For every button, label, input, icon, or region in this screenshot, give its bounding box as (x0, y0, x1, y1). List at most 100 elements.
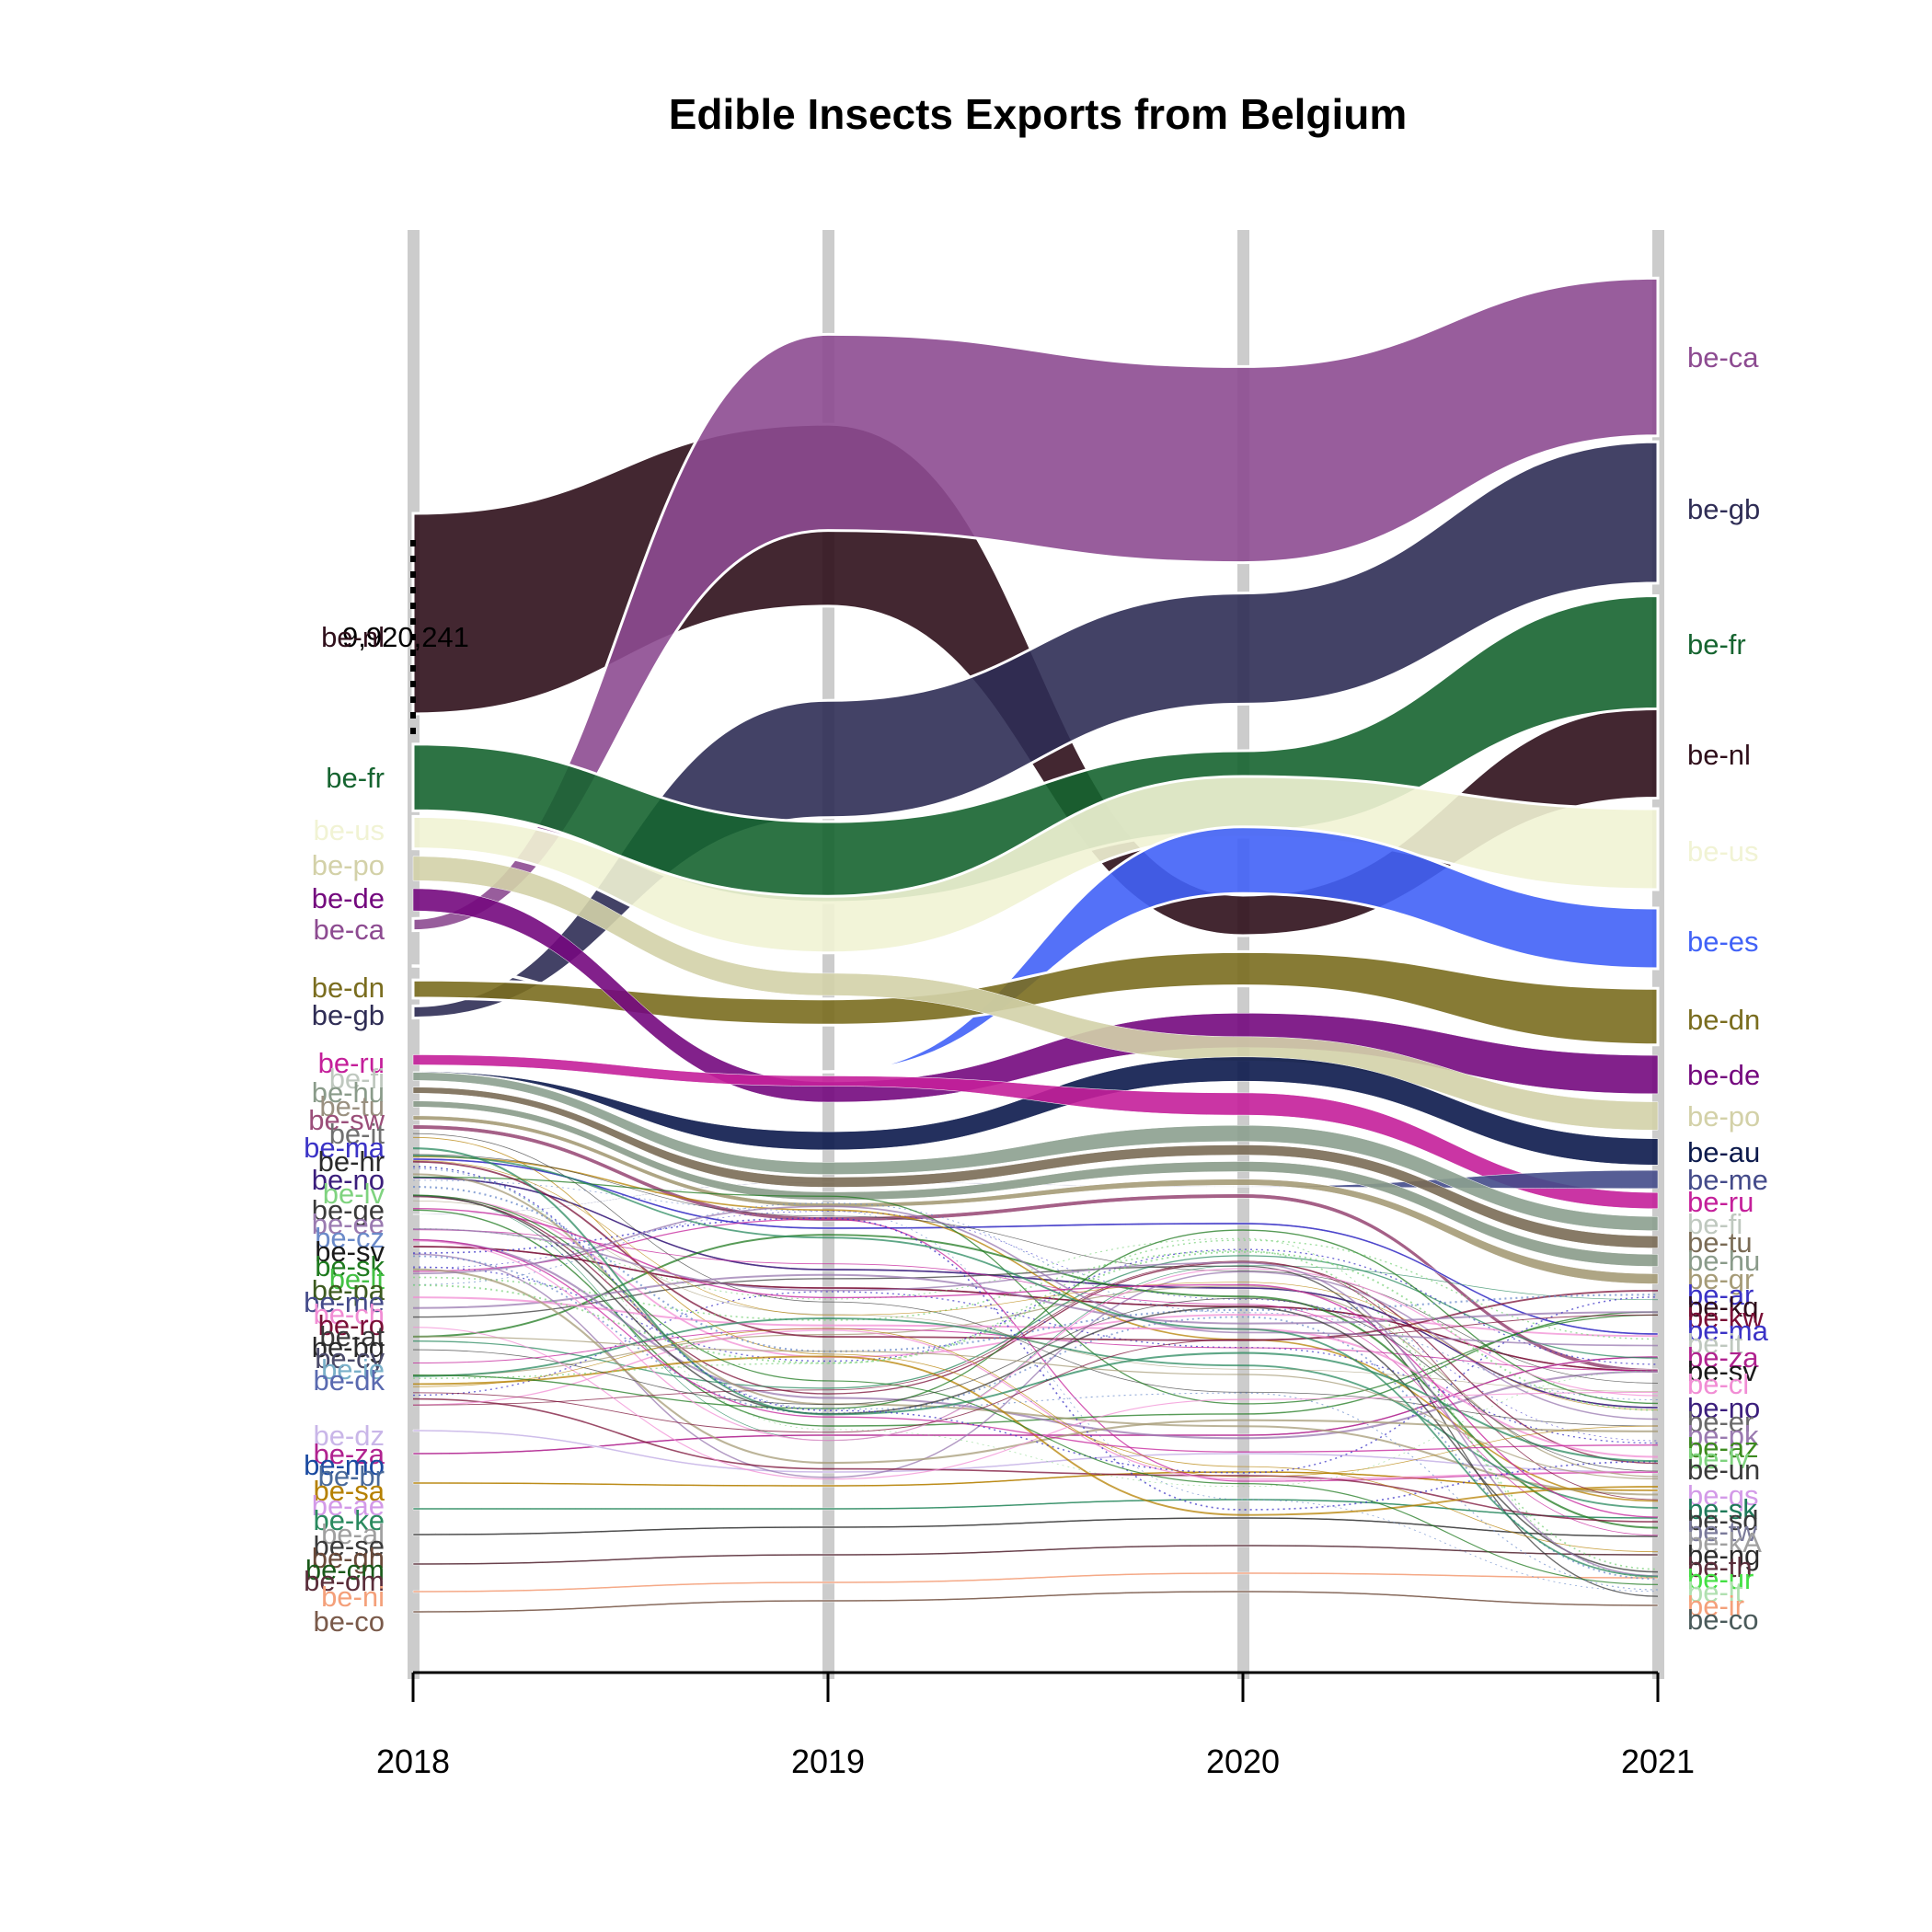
left-label-be-fr: be-fr (326, 762, 385, 794)
right-label-be-po: be-po (1687, 1100, 1760, 1133)
left-label-be-lv: be-lv (323, 1178, 385, 1210)
minor-flow-line (412, 1255, 1659, 1389)
left-label-be-sv: be-sv (315, 1236, 385, 1268)
left-label-be-cy: be-cy (315, 1342, 385, 1374)
flow-be-ca (411, 276, 1660, 933)
left-label-be-al: be-al (321, 1518, 385, 1550)
left-label-be-gh: be-gh (312, 1542, 385, 1574)
minor-flow-line (412, 1355, 1659, 1516)
left-label-be-cm: be-cm (305, 1554, 385, 1586)
minor-flow-line (412, 1336, 1659, 1480)
left-label-be-hr: be-hr (318, 1145, 385, 1178)
chart-title: Edible Insects Exports from Belgium (669, 90, 1408, 138)
minor-flow-layer (412, 1133, 1659, 1597)
left-label-be-cz: be-cz (315, 1222, 385, 1254)
right-label-be-kA: be-kA (1687, 1526, 1762, 1558)
right-label-be-ar: be-ar (1687, 1279, 1754, 1311)
minor-flow-line (412, 1200, 1659, 1392)
minor-flow-line (412, 1218, 1659, 1482)
right-label-be-au: be-au (1687, 1136, 1760, 1168)
left-label-be-ch: be-ch (313, 1298, 385, 1330)
right-label-be-it: be-it (1687, 1328, 1743, 1360)
right-label-be-gb: be-gb (1687, 493, 1760, 525)
right-label-be-pk: be-pk (1687, 1420, 1759, 1452)
x-tick-label-2019: 2019 (791, 1742, 865, 1780)
flow-be-ke (412, 1498, 1659, 1520)
left-label-be-om: be-om (304, 1565, 385, 1597)
flow-be-ma (412, 1157, 1659, 1336)
minor-flow-line (412, 1147, 1659, 1463)
left-label-be-it: be-it (329, 1118, 385, 1150)
left-label-be-ma: be-ma (304, 1132, 385, 1164)
right-label-be-th: be-th (1687, 1551, 1753, 1583)
flow-be-dn (411, 949, 1660, 1047)
right-label-be-tw: be-tw (1687, 1515, 1757, 1547)
year-bar-2018 (408, 230, 420, 1679)
minor-flow-line (412, 1239, 1659, 1442)
left-label-be-bg: be-bg (312, 1331, 385, 1363)
left-label-be-po: be-po (312, 849, 385, 881)
right-label-be-sd: be-sd (1687, 1504, 1759, 1536)
flow-be-sa (412, 1470, 1659, 1492)
minor-flow-line (412, 1209, 1659, 1427)
minor-flow-line (412, 1273, 1659, 1325)
minor-flow-line (412, 1328, 1659, 1478)
right-label-be-er: be-er (1687, 1406, 1754, 1438)
right-label-be-co: be-co (1687, 1604, 1759, 1636)
right-label-be-za: be-za (1687, 1341, 1759, 1374)
minor-flow-line (412, 1327, 1659, 1480)
right-label-be-tu: be-tu (1687, 1226, 1753, 1259)
flow-layer (411, 276, 1660, 1614)
minor-flow-line (412, 1397, 1659, 1523)
left-label-be-no: be-no (312, 1164, 385, 1196)
flow-be-no (412, 1176, 1659, 1409)
right-label-be-me: be-me (1687, 1164, 1768, 1196)
right-label-be-lt: be-lt (1687, 1576, 1743, 1608)
right-label-be-un: be-un (1687, 1454, 1760, 1486)
left-label-be-tu: be-tu (319, 1090, 385, 1122)
minor-flow-line (412, 1314, 1659, 1433)
minor-flow-line (412, 1228, 1659, 1579)
left-label-be-ie: be-ie (321, 1353, 385, 1386)
minor-flow-line (412, 1194, 1659, 1585)
minor-flow-line (412, 1228, 1659, 1577)
left-label-be-ke: be-ke (313, 1504, 385, 1536)
left-label-be-at: be-at (319, 1320, 385, 1352)
right-label-be-cl: be-cl (1687, 1368, 1749, 1400)
left-label-be-ru: be-ru (318, 1047, 385, 1079)
minor-flow-line (412, 1185, 1659, 1352)
left-label-be-dz: be-dz (313, 1420, 385, 1452)
left-label-be-ca: be-ca (313, 914, 385, 946)
left-label-be-de: be-de (312, 882, 385, 914)
left-label-be-co: be-co (313, 1605, 385, 1638)
right-label-be-kq: be-kq (1687, 1291, 1759, 1323)
minor-flow-line (412, 1238, 1659, 1453)
minor-flow-line (412, 1317, 1659, 1509)
right-label-be-no: be-no (1687, 1392, 1760, 1424)
left-label-be-sa: be-sa (313, 1475, 385, 1507)
left-label-be-gb: be-gb (312, 999, 385, 1031)
right-label-be-lv: be-lv (1687, 1443, 1750, 1475)
right-label-be-fr: be-fr (1687, 628, 1746, 661)
minor-flow-line (412, 1249, 1659, 1570)
left-label-be-se: be-se (313, 1530, 385, 1562)
x-tick-label-2018: 2018 (376, 1742, 450, 1780)
left-label-be-ni: be-ni (321, 1581, 385, 1613)
right-label-be-nl: be-nl (1687, 739, 1751, 771)
right-label-be-ca: be-ca (1687, 341, 1759, 374)
right-label-be-dn: be-dn (1687, 1004, 1760, 1036)
minor-flow-line (412, 1285, 1659, 1478)
right-label-be-az: be-az (1687, 1432, 1759, 1464)
flow-be-ru (412, 1054, 1659, 1210)
right-label-be-kw: be-kw (1687, 1302, 1764, 1334)
flow-be-om (412, 1544, 1659, 1566)
right-label-be-es: be-es (1687, 926, 1759, 958)
left-label-be-dk: be-dk (313, 1364, 385, 1397)
right-label-be-sk: be-sk (1687, 1493, 1757, 1525)
minor-flow-line (412, 1166, 1659, 1488)
minor-flow-line (412, 1195, 1659, 1573)
minor-flow-line (412, 1194, 1659, 1358)
right-label-be-de: be-de (1687, 1059, 1760, 1091)
minor-flow-line (412, 1155, 1659, 1578)
